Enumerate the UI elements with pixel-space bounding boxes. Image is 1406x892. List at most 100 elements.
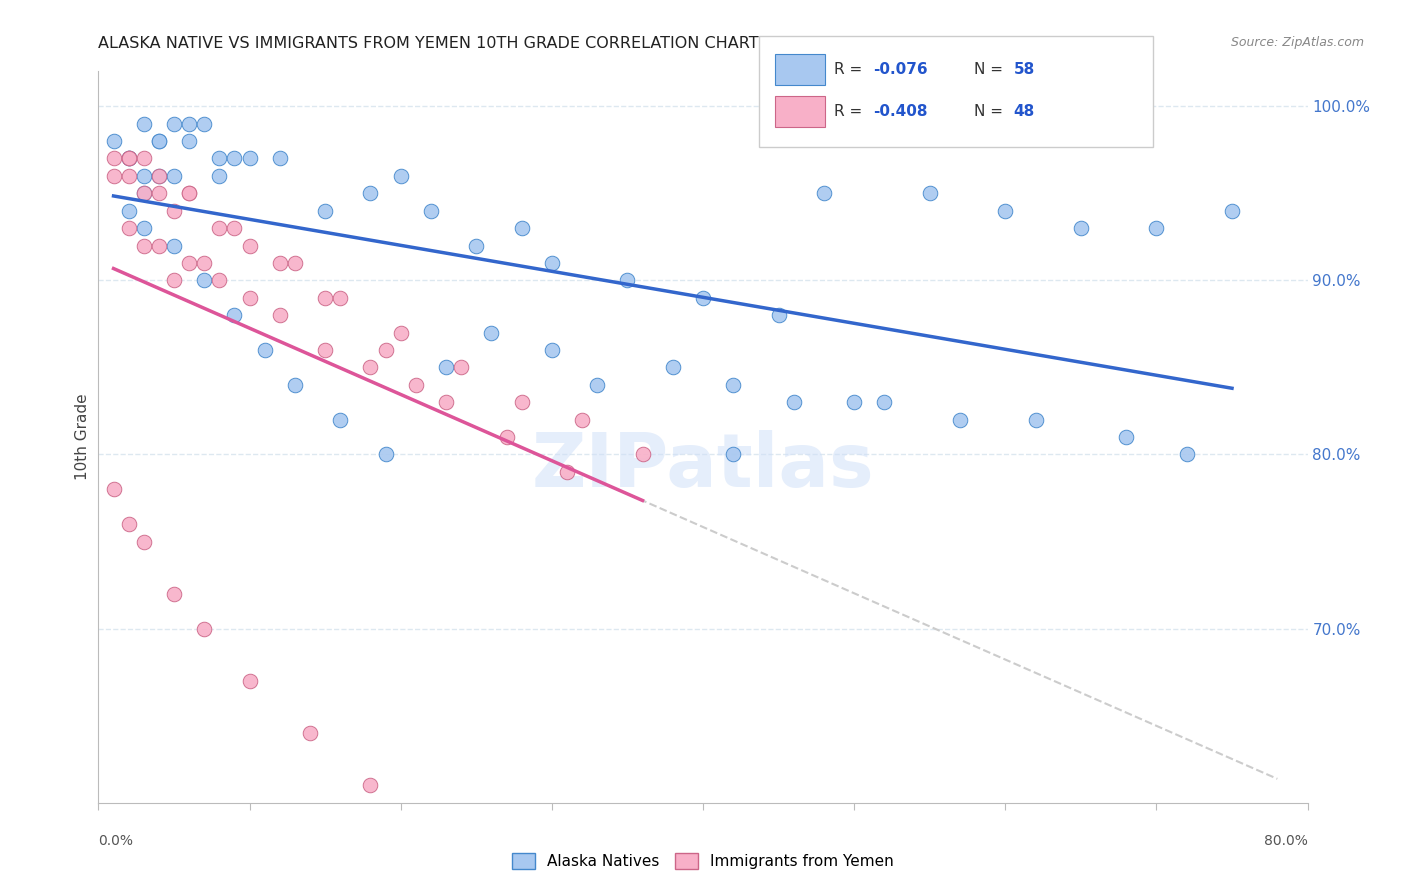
- Point: [163, 587, 186, 601]
- Point: [163, 238, 186, 252]
- Text: 58: 58: [1014, 62, 1035, 77]
- Point: [132, 152, 155, 166]
- Point: [118, 517, 141, 532]
- Point: [405, 377, 427, 392]
- Point: [783, 395, 806, 409]
- Point: [224, 152, 246, 166]
- Point: [269, 152, 291, 166]
- Point: [103, 152, 125, 166]
- Point: [253, 343, 276, 357]
- Point: [208, 152, 231, 166]
- Point: [163, 169, 186, 183]
- Point: [118, 203, 141, 218]
- Point: [148, 134, 170, 148]
- Point: [495, 430, 517, 444]
- Point: [163, 273, 186, 287]
- Point: [994, 203, 1017, 218]
- Point: [389, 169, 412, 183]
- Point: [103, 483, 125, 497]
- Point: [239, 152, 262, 166]
- Point: [132, 534, 155, 549]
- Point: [193, 256, 215, 270]
- Point: [1024, 412, 1046, 426]
- Point: [284, 377, 307, 392]
- Point: [208, 221, 231, 235]
- Text: ALASKA NATIVE VS IMMIGRANTS FROM YEMEN 10TH GRADE CORRELATION CHART: ALASKA NATIVE VS IMMIGRANTS FROM YEMEN 1…: [98, 36, 759, 51]
- Text: ZIPatlas: ZIPatlas: [531, 430, 875, 503]
- Point: [1175, 448, 1198, 462]
- Point: [540, 256, 562, 270]
- Point: [360, 186, 382, 201]
- Point: [179, 186, 201, 201]
- Point: [420, 203, 443, 218]
- Point: [434, 360, 457, 375]
- Point: [918, 186, 941, 201]
- Point: [314, 203, 336, 218]
- Point: [179, 186, 201, 201]
- Point: [360, 778, 382, 792]
- Point: [949, 412, 972, 426]
- Point: [571, 412, 593, 426]
- Point: [132, 117, 155, 131]
- Text: R =: R =: [834, 104, 868, 119]
- Text: 48: 48: [1014, 104, 1035, 119]
- Text: 80.0%: 80.0%: [1264, 834, 1308, 848]
- Point: [555, 465, 578, 479]
- Point: [586, 377, 609, 392]
- Point: [224, 221, 246, 235]
- Point: [118, 152, 141, 166]
- Point: [148, 186, 170, 201]
- Point: [616, 273, 638, 287]
- Point: [208, 273, 231, 287]
- Point: [284, 256, 307, 270]
- Point: [148, 134, 170, 148]
- Point: [193, 622, 215, 636]
- Point: [540, 343, 562, 357]
- Point: [465, 238, 488, 252]
- Point: [873, 395, 896, 409]
- Point: [662, 360, 685, 375]
- Point: [132, 238, 155, 252]
- Point: [481, 326, 503, 340]
- Point: [193, 273, 215, 287]
- Text: N =: N =: [974, 62, 1008, 77]
- Point: [299, 726, 322, 740]
- Point: [631, 448, 654, 462]
- Point: [179, 134, 201, 148]
- Point: [148, 169, 170, 183]
- Point: [118, 152, 141, 166]
- Y-axis label: 10th Grade: 10th Grade: [75, 393, 90, 481]
- Text: -0.076: -0.076: [873, 62, 928, 77]
- Point: [193, 117, 215, 131]
- Point: [148, 169, 170, 183]
- Point: [1144, 221, 1167, 235]
- Point: [360, 360, 382, 375]
- Point: [269, 256, 291, 270]
- Point: [148, 238, 170, 252]
- Point: [179, 256, 201, 270]
- Point: [239, 238, 262, 252]
- Point: [1115, 430, 1137, 444]
- Point: [118, 152, 141, 166]
- Text: -0.408: -0.408: [873, 104, 928, 119]
- Point: [208, 169, 231, 183]
- Point: [118, 221, 141, 235]
- Point: [768, 308, 790, 322]
- Point: [329, 412, 352, 426]
- Point: [132, 186, 155, 201]
- Text: R =: R =: [834, 62, 868, 77]
- Point: [132, 221, 155, 235]
- Point: [692, 291, 714, 305]
- Text: N =: N =: [974, 104, 1008, 119]
- Legend: Alaska Natives, Immigrants from Yemen: Alaska Natives, Immigrants from Yemen: [506, 847, 900, 875]
- Point: [813, 186, 835, 201]
- Point: [844, 395, 866, 409]
- Point: [1070, 221, 1092, 235]
- Point: [374, 343, 396, 357]
- Point: [118, 152, 141, 166]
- Point: [163, 203, 186, 218]
- Point: [314, 343, 336, 357]
- Point: [450, 360, 472, 375]
- Point: [224, 308, 246, 322]
- Point: [374, 448, 396, 462]
